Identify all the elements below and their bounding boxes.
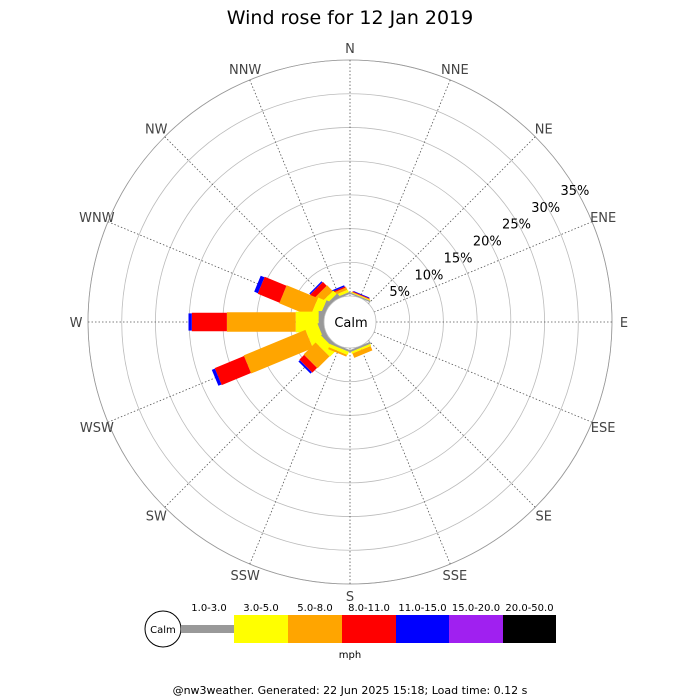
radial-tick-label: 15%: [444, 251, 473, 266]
legend-swatch: [181, 625, 234, 633]
grid-spoke: [368, 136, 536, 304]
petal-segment-w: [188, 313, 192, 331]
direction-label: NNE: [441, 63, 469, 78]
footer-text: @nw3weather. Generated: 22 Jun 2025 15:1…: [173, 684, 528, 697]
legend-unit: mph: [339, 650, 361, 661]
legend-bin-label: 15.0-20.0: [452, 603, 500, 614]
legend-bin-label: 11.0-15.0: [398, 603, 446, 614]
legend-bin-label: 3.0-5.0: [243, 603, 278, 614]
legend-bin-label: 1.0-3.0: [191, 603, 226, 614]
petal-segment-wnw: [257, 276, 287, 303]
chart-title: Wind rose for 12 Jan 2019: [227, 7, 474, 29]
petal-segment-wsw: [243, 329, 313, 374]
legend-swatch: [503, 615, 556, 643]
calm-circle: Calm: [323, 295, 377, 349]
direction-label: SSE: [442, 569, 467, 584]
petal-segment-wnw: [279, 285, 318, 317]
petal-segment-ssw: [328, 347, 347, 357]
grid-spoke: [164, 136, 332, 304]
radial-tick-label: 10%: [414, 268, 443, 283]
polar-grid: [87, 59, 613, 585]
petal-segment-sw: [315, 335, 337, 357]
calm-ring: [323, 295, 377, 349]
petal-segment-sse: [351, 343, 372, 354]
radial-tick-label: 5%: [389, 285, 410, 300]
direction-label: E: [620, 316, 628, 331]
direction-label: ESE: [591, 421, 616, 436]
legend-bin-label: 20.0-50.0: [505, 603, 553, 614]
direction-labels: N NNE NE ENE E ESE SE SSE S SSW SW WSW W WNW NW NNW: [70, 42, 629, 605]
direction-label: SSW: [230, 569, 260, 584]
grid-spoke: [164, 340, 332, 508]
direction-label: NW: [145, 122, 168, 137]
petal-segment-nw: [309, 281, 323, 295]
direction-label: NNW: [229, 63, 261, 78]
radial-tick-labels: 5% 10%15%20%25%30%35%: [389, 184, 589, 300]
legend-calm-label: Calm: [150, 625, 176, 636]
grid-spoke: [373, 221, 593, 313]
direction-label: ENE: [590, 211, 616, 226]
petal-segment-nne: [350, 292, 371, 301]
direction-label: SE: [536, 510, 552, 525]
petal-segment-sw: [303, 342, 330, 369]
direction-label: WSW: [80, 421, 114, 436]
legend: Calm 1.0-3.0 3.0-5.0 5.0-8.0 8.0-11.0 11.0-1…: [144, 603, 556, 661]
direction-label: WNW: [79, 211, 115, 226]
petal-segment-wsw: [211, 368, 222, 386]
legend-swatch: [449, 615, 503, 643]
grid-spoke: [359, 345, 451, 565]
petal-segment-w: [191, 312, 227, 332]
petal-segment-w: [226, 312, 296, 332]
direction-label: S: [346, 590, 354, 605]
wind-petals: [188, 275, 373, 386]
grid-spoke: [368, 340, 536, 508]
legend-swatch: [396, 615, 449, 643]
petal-segment-wnw: [254, 275, 265, 294]
legend-swatch: [234, 615, 288, 643]
radial-tick-label: 35%: [560, 184, 589, 199]
petal-segment-nne: [352, 291, 370, 299]
direction-label: SW: [146, 510, 167, 525]
petal-segment-ssw: [329, 341, 351, 353]
direction-label: N: [345, 42, 355, 57]
petal-segment-sw: [299, 354, 318, 373]
legend-swatch: [288, 615, 342, 643]
legend-bin-label: 5.0-8.0: [297, 603, 332, 614]
petal-segment-nw: [309, 281, 327, 299]
petal-segment-sse: [349, 341, 371, 353]
radial-tick-label: 30%: [531, 201, 560, 216]
grid-ring: [121, 93, 579, 551]
legend-swatches: 1.0-3.0 3.0-5.0 5.0-8.0 8.0-11.0 11.0-15.0 15…: [181, 603, 556, 643]
legend-swatch: [342, 615, 396, 643]
petal-segment-nne: [349, 292, 371, 303]
petal-segment-wsw: [214, 356, 251, 386]
grid-spoke: [359, 79, 451, 299]
calm-label: Calm: [334, 316, 367, 331]
petal-segment-sse: [352, 346, 373, 358]
direction-label: NE: [535, 122, 553, 137]
legend-bin-label: 8.0-11.0: [348, 603, 390, 614]
petal-segment-sw: [298, 360, 312, 374]
petal-segment-nne: [353, 291, 370, 299]
direction-label: W: [70, 316, 83, 331]
petal-segment-nne: [351, 291, 370, 300]
grid-spoke: [249, 345, 341, 565]
radial-tick-label: 20%: [473, 235, 502, 250]
grid-spoke: [373, 331, 593, 423]
radial-tick-label: 25%: [502, 218, 531, 233]
grid-spoke: [249, 79, 341, 299]
petal-segment-ssw: [328, 343, 349, 355]
